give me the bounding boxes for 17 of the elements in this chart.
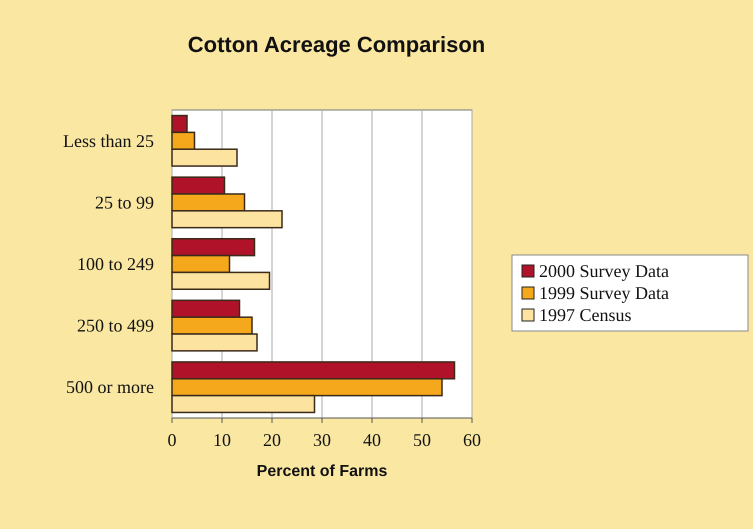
legend-label: 2000 Survey Data [539,261,669,281]
y-tick-label: 500 or more [66,377,154,398]
legend-label: 1999 Survey Data [539,283,669,303]
y-tick-label: 250 to 499 [76,316,154,336]
x-tick-label: 60 [463,430,481,450]
x-tick-label: 50 [413,430,431,450]
y-tick-label: 25 to 99 [94,192,154,212]
chart-title: Cotton Acreage Comparison [188,32,486,57]
x-tick-label: 0 [168,430,176,450]
x-tick-label: 20 [263,430,281,450]
x-axis-title: Percent of Farms [256,463,388,480]
x-tick-label: 10 [213,430,231,450]
x-tick-label: 40 [363,430,381,450]
y-tick-label: Less than 25 [63,130,154,151]
y-tick-label: 100 to 249 [76,254,154,274]
x-tick-label: 30 [313,430,331,450]
legend-label: 1997 Census [539,305,632,325]
